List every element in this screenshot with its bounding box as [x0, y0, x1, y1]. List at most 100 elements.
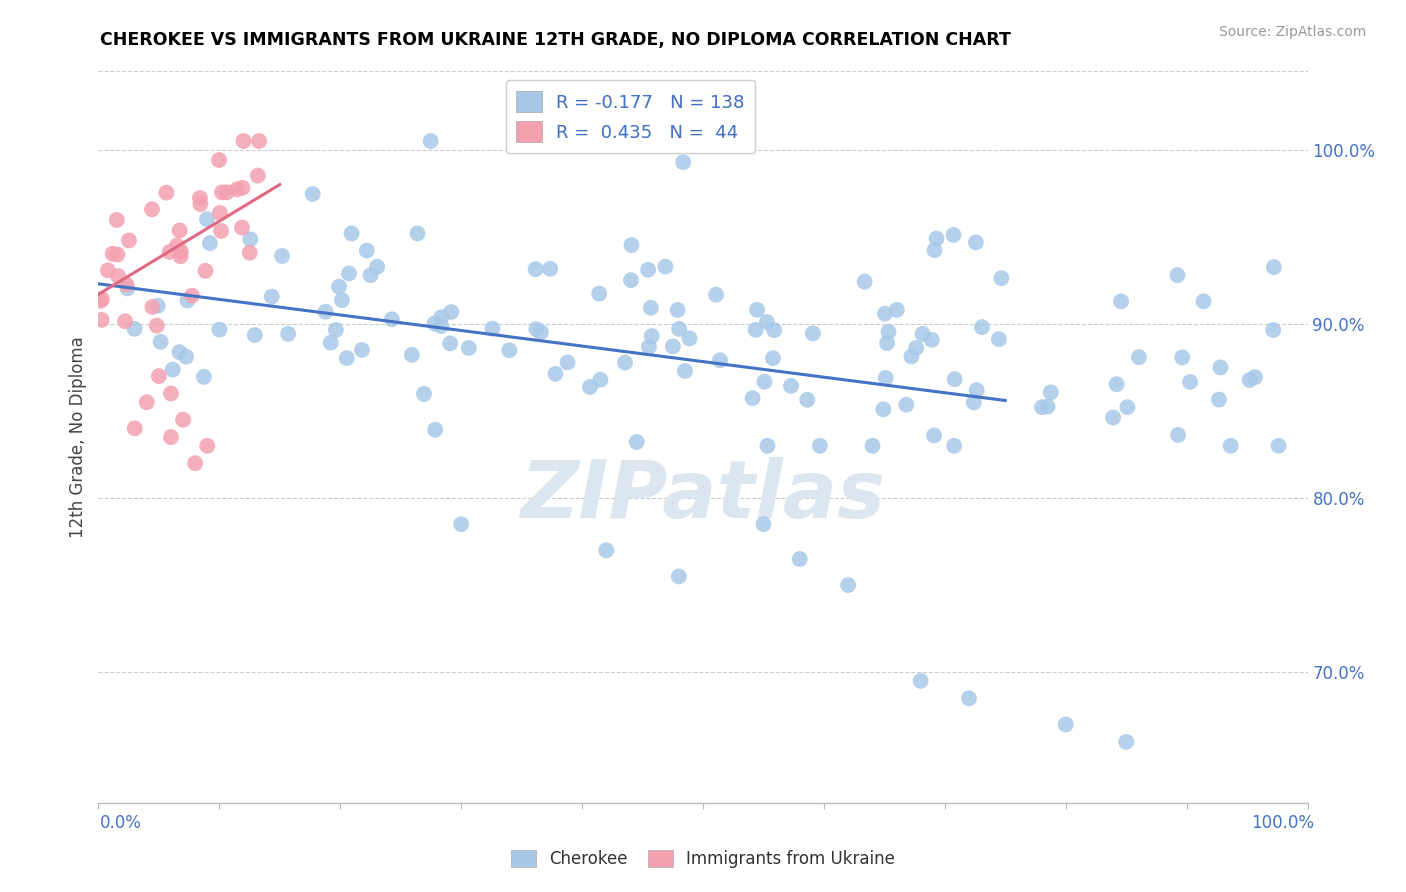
Point	[366, 260, 388, 274]
Point	[169, 249, 191, 263]
Point	[1244, 370, 1267, 384]
Legend: R = -0.177   N = 138, R =  0.435   N =  44: R = -0.177 N = 138, R = 0.435 N = 44	[506, 80, 755, 153]
Point	[356, 244, 378, 258]
Point	[209, 224, 232, 238]
Point	[301, 186, 323, 201]
Point	[381, 312, 404, 326]
Point	[620, 273, 643, 287]
Point	[641, 329, 664, 343]
Point	[1115, 735, 1137, 749]
Point	[922, 428, 945, 442]
Point	[987, 332, 1010, 346]
Point	[990, 271, 1012, 285]
Point	[319, 335, 342, 350]
Point	[141, 202, 163, 217]
Point	[530, 325, 553, 339]
Point	[162, 362, 184, 376]
Point	[160, 430, 183, 444]
Point	[801, 326, 824, 341]
Point	[662, 339, 685, 353]
Point	[340, 227, 363, 241]
Point	[808, 439, 831, 453]
Point	[413, 387, 436, 401]
Point	[668, 569, 690, 583]
Point	[170, 244, 193, 259]
Point	[198, 236, 221, 251]
Point	[169, 223, 191, 237]
Point	[195, 212, 218, 227]
Point	[557, 355, 579, 369]
Point	[637, 262, 659, 277]
Point	[966, 383, 988, 397]
Point	[105, 213, 128, 227]
Point	[678, 331, 700, 345]
Point	[900, 350, 922, 364]
Point	[1036, 400, 1059, 414]
Point	[538, 261, 561, 276]
Point	[423, 423, 446, 437]
Point	[1209, 360, 1232, 375]
Point	[837, 578, 859, 592]
Point	[124, 322, 146, 336]
Point	[877, 325, 900, 339]
Point	[524, 262, 547, 277]
Point	[90, 293, 112, 308]
Point	[1192, 294, 1215, 309]
Point	[232, 134, 254, 148]
Point	[876, 336, 898, 351]
Text: 100.0%: 100.0%	[1251, 814, 1315, 831]
Y-axis label: 12th Grade, No Diploma: 12th Grade, No Diploma	[69, 336, 87, 538]
Point	[1105, 377, 1128, 392]
Point	[231, 220, 253, 235]
Text: Source: ZipAtlas.com: Source: ZipAtlas.com	[1219, 25, 1367, 39]
Point	[709, 353, 731, 368]
Point	[114, 314, 136, 328]
Point	[744, 323, 766, 337]
Point	[872, 402, 894, 417]
Point	[360, 268, 382, 283]
Point	[231, 181, 253, 195]
Point	[921, 333, 943, 347]
Point	[208, 323, 231, 337]
Point	[160, 386, 183, 401]
Point	[107, 268, 129, 283]
Point	[193, 370, 215, 384]
Point	[1054, 717, 1077, 731]
Point	[789, 552, 811, 566]
Text: 0.0%: 0.0%	[100, 814, 142, 831]
Point	[184, 456, 207, 470]
Point	[1263, 260, 1285, 274]
Point	[862, 439, 884, 453]
Point	[638, 340, 661, 354]
Point	[328, 279, 350, 293]
Point	[315, 304, 337, 318]
Point	[174, 350, 197, 364]
Point	[925, 231, 948, 245]
Point	[439, 336, 461, 351]
Point	[943, 372, 966, 386]
Point	[141, 300, 163, 314]
Point	[1171, 351, 1194, 365]
Point	[668, 322, 690, 336]
Point	[626, 434, 648, 449]
Point	[620, 238, 643, 252]
Point	[97, 263, 120, 277]
Point	[330, 293, 353, 307]
Point	[239, 232, 262, 246]
Point	[481, 321, 503, 335]
Point	[246, 169, 269, 183]
Point	[101, 246, 124, 260]
Point	[963, 395, 986, 409]
Point	[401, 348, 423, 362]
Point	[1128, 350, 1150, 364]
Point	[430, 319, 453, 334]
Point	[741, 391, 763, 405]
Point	[910, 673, 932, 688]
Point	[796, 392, 818, 407]
Point	[1178, 375, 1201, 389]
Point	[756, 439, 779, 453]
Point	[1109, 294, 1132, 309]
Point	[1167, 428, 1189, 442]
Point	[325, 323, 347, 337]
Point	[271, 249, 294, 263]
